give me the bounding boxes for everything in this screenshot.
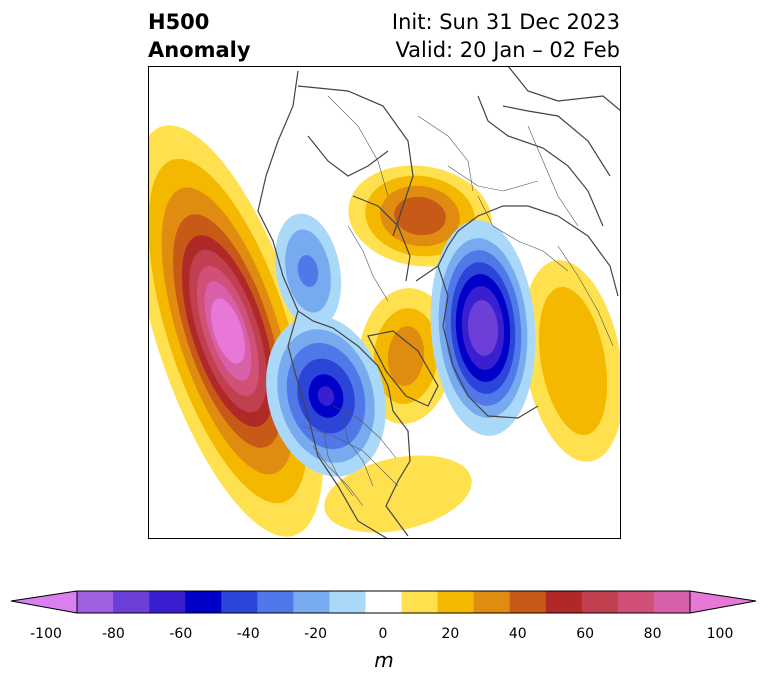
colorbar-box	[473, 591, 511, 613]
colorbar-tick-label: -60	[169, 626, 193, 642]
colorbar-low-extend	[10, 590, 78, 614]
colorbar-tick-label: 40	[508, 626, 527, 642]
colorbar-box	[545, 591, 583, 613]
east-siberia-trough	[274, 213, 342, 329]
colorbar-box	[185, 591, 222, 613]
anomaly-map	[148, 66, 621, 539]
colorbar-units: m	[374, 648, 394, 672]
colorbar-tick-label: 60	[576, 626, 595, 642]
colorbar-tick-label: -100	[30, 626, 62, 642]
europe-ridge	[522, 260, 621, 462]
colorbar-tick-label: -80	[101, 626, 125, 642]
colorbar-box	[581, 591, 619, 613]
canada-trough	[266, 315, 386, 477]
colorbar-tick-label: -20	[304, 626, 328, 642]
country-borders	[302, 95, 614, 507]
colorbar	[10, 590, 757, 614]
colorbar-box	[257, 591, 294, 613]
colorbar-tick-label: 20	[441, 626, 460, 642]
colorbar-box	[77, 591, 114, 613]
colorbar-box	[365, 591, 402, 613]
colorbar-box	[113, 591, 150, 613]
coastlines	[257, 66, 621, 539]
colorbar-box	[617, 591, 655, 613]
colorbar-box	[401, 591, 438, 613]
colorbar-tick-label: -40	[236, 626, 260, 642]
colorbar-box	[329, 591, 366, 613]
colorbar-box	[437, 591, 474, 613]
colorbar-tick-label: 100	[706, 626, 734, 642]
colorbar-tick-label: 80	[643, 626, 662, 642]
siberia-trough	[430, 220, 536, 436]
colorbar-box	[293, 591, 330, 613]
colorbar-box	[221, 591, 258, 613]
title-line-1: H500	[148, 10, 210, 34]
valid-date: Valid: 20 Jan – 02 Feb	[395, 38, 620, 62]
title-line-2: Anomaly	[148, 38, 251, 62]
colorbar-high-extend	[689, 590, 757, 614]
colorbar-box	[653, 591, 691, 613]
map-title: H500 Anomaly	[148, 8, 251, 64]
date-info: Init: Sun 31 Dec 2023 Valid: 20 Jan – 02…	[392, 8, 620, 64]
colorbar-box	[509, 591, 547, 613]
pacific-ridge	[148, 125, 324, 537]
colorbar-box	[149, 591, 186, 613]
init-date: Init: Sun 31 Dec 2023	[391, 10, 620, 34]
colorbar-tick-label: 0	[378, 626, 388, 642]
southeast-us-ridge	[324, 455, 472, 533]
